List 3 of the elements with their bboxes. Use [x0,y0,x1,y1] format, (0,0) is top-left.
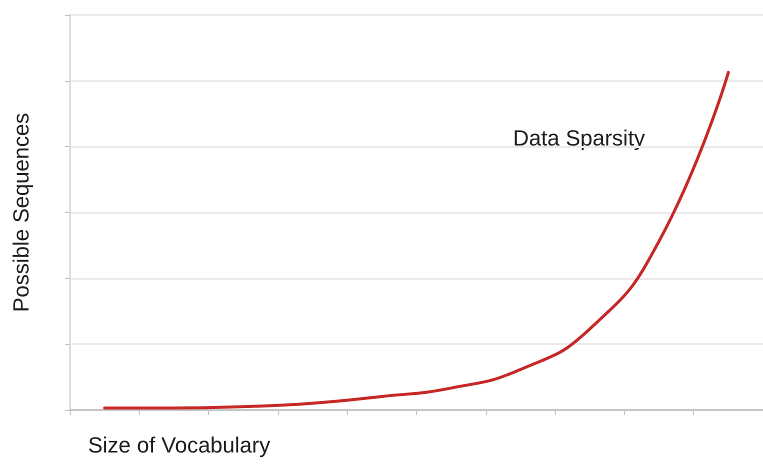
annotation: Data Sparsity [513,126,646,150]
x-axis-title: Size of Vocabulary [88,432,270,458]
y-axis-title: Possible Sequences [8,112,34,312]
